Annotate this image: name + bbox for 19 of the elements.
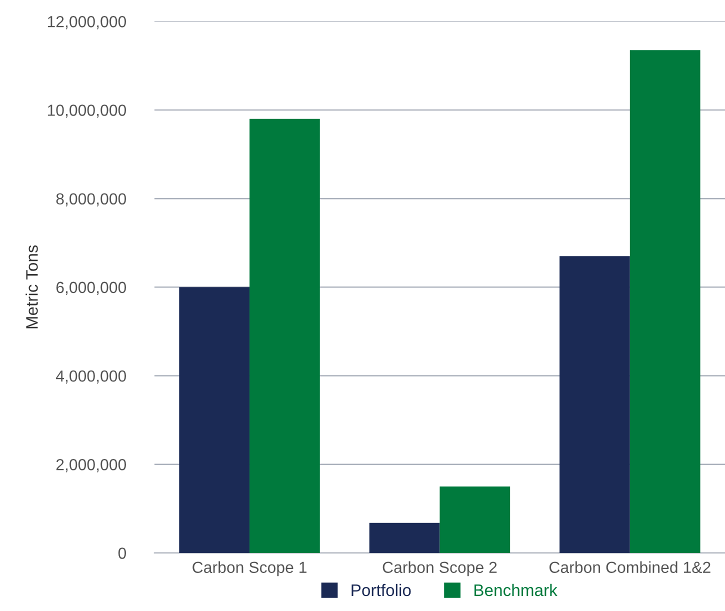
y-tick-label: 8,000,000 — [56, 193, 126, 206]
bar — [560, 256, 630, 553]
legend-label: Benchmark — [474, 584, 558, 596]
y-tick-label: 12,000,000 — [48, 16, 126, 30]
legend-label: Portfolio — [352, 584, 411, 596]
y-tick-label: 2,000,000 — [56, 458, 126, 472]
x-tick-label: Carbon Scope 1 — [192, 561, 306, 576]
bar — [250, 118, 320, 553]
bar — [630, 50, 700, 553]
y-tick-label: 10,000,000 — [48, 104, 126, 118]
y-tick-label: 4,000,000 — [56, 370, 126, 384]
bar — [440, 486, 510, 553]
bar — [369, 522, 440, 553]
y-tick-label: 6,000,000 — [56, 282, 126, 295]
y-axis-title: Metric Tons — [26, 245, 38, 328]
x-tick-label: Carbon Scope 2 — [382, 561, 497, 576]
y-tick-label: 0 — [118, 548, 126, 559]
bar — [179, 287, 250, 553]
x-tick-label: Carbon Combined 1&2 — [549, 561, 710, 574]
